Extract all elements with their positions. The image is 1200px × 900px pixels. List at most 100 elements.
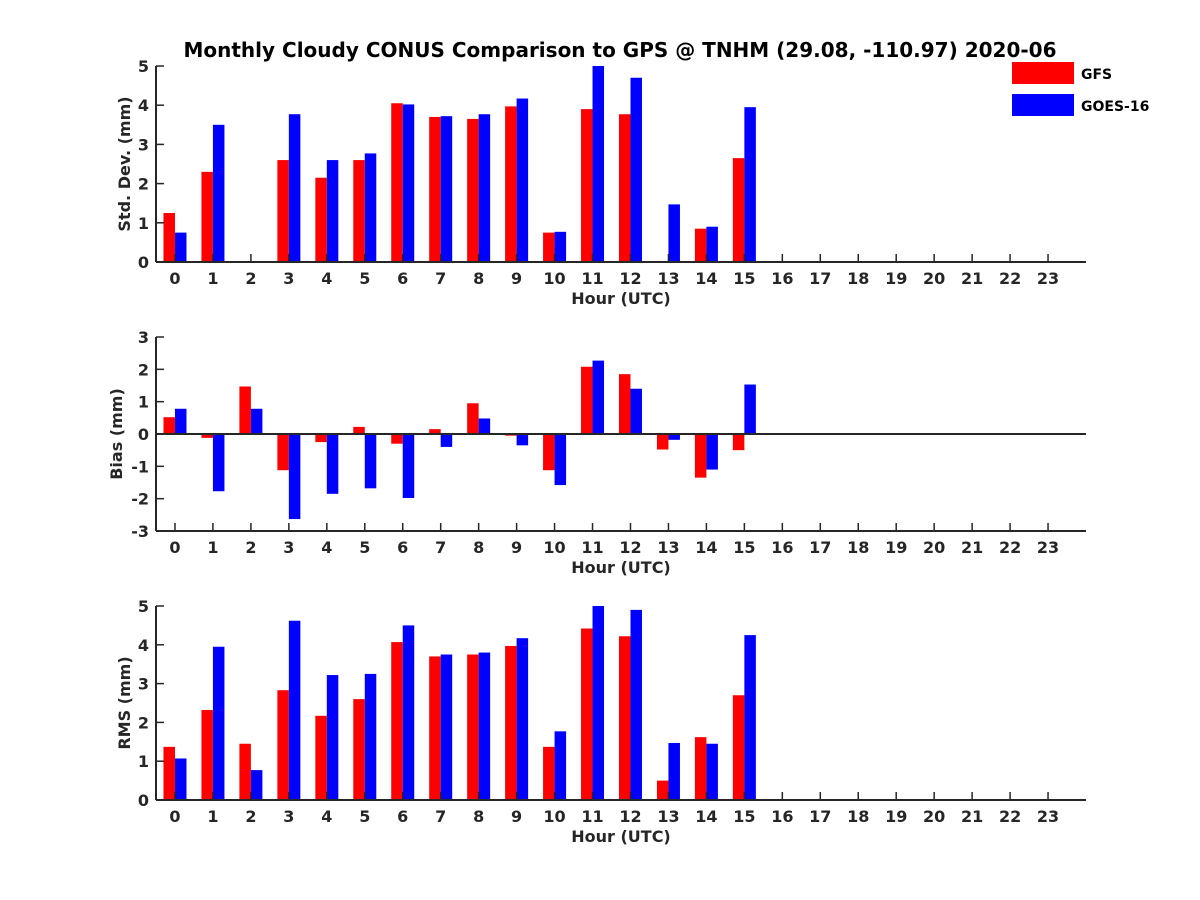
rms-bar-goes-16-hour-3 bbox=[288, 620, 301, 800]
bias-y-axis-label: Bias (mm) bbox=[107, 388, 126, 480]
bias-y-tick-label: -3 bbox=[131, 522, 149, 541]
std-dev-bar-gfs-hour-11 bbox=[581, 109, 593, 263]
std-dev-bar-goes-16-hour-10 bbox=[554, 231, 567, 262]
std-dev-x-tick-label: 4 bbox=[321, 269, 332, 288]
std-dev-y-tick-label: 4 bbox=[138, 96, 149, 115]
std-dev-bar-goes-16-hour-11 bbox=[592, 66, 605, 262]
bias-bar-goes-16-hour-5 bbox=[364, 434, 377, 489]
bias-x-tick-label: 22 bbox=[999, 538, 1021, 557]
rms-x-tick-label: 23 bbox=[1037, 807, 1059, 826]
std-dev-bar-gfs-hour-9 bbox=[505, 106, 517, 262]
rms-bar-gfs-hour-4 bbox=[315, 715, 327, 800]
rms-bar-gfs-hour-12 bbox=[618, 636, 631, 800]
bias-bar-goes-16-hour-14 bbox=[706, 434, 718, 470]
std-dev-bar-gfs-hour-0 bbox=[163, 213, 175, 262]
rms-x-tick-label: 0 bbox=[169, 807, 180, 826]
rms-y-tick-label: 3 bbox=[138, 675, 149, 694]
bias-bar-gfs-hour-7 bbox=[429, 429, 441, 434]
rms-y-tick-label: 4 bbox=[138, 636, 149, 655]
std-dev-bar-goes-16-hour-12 bbox=[630, 77, 642, 262]
std-dev-x-tick-label: 10 bbox=[543, 269, 565, 288]
rms-bar-goes-16-hour-5 bbox=[364, 673, 377, 800]
rms-x-tick-label: 5 bbox=[359, 807, 370, 826]
rms-bar-goes-16-hour-9 bbox=[516, 638, 529, 800]
bias-bar-gfs-hour-13 bbox=[656, 434, 669, 450]
bias-bar-goes-16-hour-0 bbox=[174, 408, 187, 434]
legend-swatch-goes-16 bbox=[1012, 94, 1074, 116]
rms-x-tick-label: 13 bbox=[657, 807, 679, 826]
bias-bar-gfs-hour-10 bbox=[543, 434, 555, 471]
bias-x-tick-label: 3 bbox=[283, 538, 294, 557]
bias-x-tick-label: 2 bbox=[245, 538, 256, 557]
bias-x-tick-label: 10 bbox=[543, 538, 565, 557]
panel-rms: 0 1 2 3 4 5 6 7 8 9 10 11 12 13 14 15 16 17 18 19 20 21 22 23 0… bbox=[115, 597, 1086, 846]
bias-x-tick-label: 16 bbox=[771, 538, 793, 557]
rms-y-tick-label: 0 bbox=[138, 791, 149, 810]
rms-bar-gfs-hour-6 bbox=[391, 642, 403, 800]
bias-x-tick-label: 6 bbox=[397, 538, 408, 557]
bias-x-tick-label: 1 bbox=[207, 538, 218, 557]
std-dev-x-tick-label: 7 bbox=[435, 269, 446, 288]
std-dev-bar-gfs-hour-3 bbox=[277, 160, 289, 262]
std-dev-x-tick-label: 16 bbox=[771, 269, 793, 288]
rms-x-tick-label: 15 bbox=[733, 807, 755, 826]
bias-x-axis-label: Hour (UTC) bbox=[571, 558, 671, 577]
std-dev-bar-gfs-hour-10 bbox=[543, 232, 555, 262]
bias-bar-goes-16-hour-8 bbox=[478, 418, 491, 434]
std-dev-y-tick-label: 0 bbox=[138, 253, 149, 272]
rms-bar-goes-16-hour-11 bbox=[592, 606, 605, 800]
rms-bar-gfs-hour-5 bbox=[353, 699, 365, 800]
bias-x-tick-label: 8 bbox=[473, 538, 484, 557]
rms-bar-goes-16-hour-10 bbox=[554, 731, 567, 800]
rms-x-tick-label: 3 bbox=[283, 807, 294, 826]
rms-bar-goes-16-hour-8 bbox=[478, 652, 491, 800]
std-dev-bar-goes-16-hour-15 bbox=[744, 107, 756, 262]
bias-bars bbox=[163, 360, 756, 520]
legend-swatch-gfs bbox=[1012, 62, 1074, 84]
std-dev-y-tick-label: 2 bbox=[138, 175, 149, 194]
std-dev-y-axis-label: Std. Dev. (mm) bbox=[115, 96, 134, 231]
rms-bar-gfs-hour-1 bbox=[201, 709, 213, 800]
rms-y-tick-label: 1 bbox=[138, 752, 149, 771]
bias-x-tick-label: 11 bbox=[581, 538, 603, 557]
bias-bar-gfs-hour-1 bbox=[201, 434, 213, 438]
bias-y-tick-label: 2 bbox=[138, 360, 149, 379]
rms-bar-goes-16-hour-6 bbox=[402, 625, 415, 800]
std-dev-bar-gfs-hour-7 bbox=[429, 116, 441, 263]
bias-bar-gfs-hour-11 bbox=[581, 366, 593, 434]
bias-bar-gfs-hour-0 bbox=[163, 417, 175, 434]
std-dev-x-tick-label: 5 bbox=[359, 269, 370, 288]
std-dev-bar-gfs-hour-8 bbox=[467, 118, 479, 262]
rms-bar-goes-16-hour-12 bbox=[630, 609, 642, 800]
std-dev-x-tick-label: 14 bbox=[695, 269, 717, 288]
std-dev-bar-gfs-hour-6 bbox=[391, 103, 403, 263]
rms-bar-goes-16-hour-4 bbox=[326, 675, 339, 800]
std-dev-x-tick-label: 9 bbox=[511, 269, 522, 288]
std-dev-bar-gfs-hour-15 bbox=[732, 158, 745, 262]
bias-x-tick-label: 23 bbox=[1037, 538, 1059, 557]
std-dev-x-tick-label: 3 bbox=[283, 269, 294, 288]
bias-bar-gfs-hour-14 bbox=[694, 434, 707, 478]
std-dev-bar-gfs-hour-1 bbox=[201, 171, 213, 262]
std-dev-y-tick-label: 5 bbox=[138, 57, 149, 76]
rms-x-tick-label: 14 bbox=[695, 807, 717, 826]
std-dev-x-tick-label: 22 bbox=[999, 269, 1021, 288]
bias-x-tick-label: 14 bbox=[695, 538, 717, 557]
rms-x-tick-label: 11 bbox=[581, 807, 603, 826]
bias-bar-goes-16-hour-10 bbox=[554, 434, 567, 486]
bias-bar-gfs-hour-2 bbox=[239, 386, 251, 434]
bias-x-tick-label: 0 bbox=[169, 538, 180, 557]
bias-y-tick-label: 3 bbox=[138, 328, 149, 347]
std-dev-bar-gfs-hour-4 bbox=[315, 177, 327, 262]
rms-bar-gfs-hour-10 bbox=[543, 746, 555, 800]
bias-bar-gfs-hour-6 bbox=[391, 434, 403, 444]
std-dev-bar-gfs-hour-14 bbox=[694, 228, 707, 262]
rms-y-ticks: 0 1 2 3 4 5 bbox=[138, 597, 164, 810]
std-dev-bar-goes-16-hour-7 bbox=[440, 116, 453, 263]
rms-bar-goes-16-hour-14 bbox=[706, 743, 718, 800]
std-dev-x-tick-label: 18 bbox=[847, 269, 869, 288]
std-dev-bar-goes-16-hour-8 bbox=[478, 114, 491, 262]
rms-x-tick-label: 18 bbox=[847, 807, 869, 826]
std-dev-y-tick-label: 3 bbox=[138, 135, 149, 154]
std-dev-y-ticks: 0 1 2 3 4 5 bbox=[138, 57, 164, 272]
